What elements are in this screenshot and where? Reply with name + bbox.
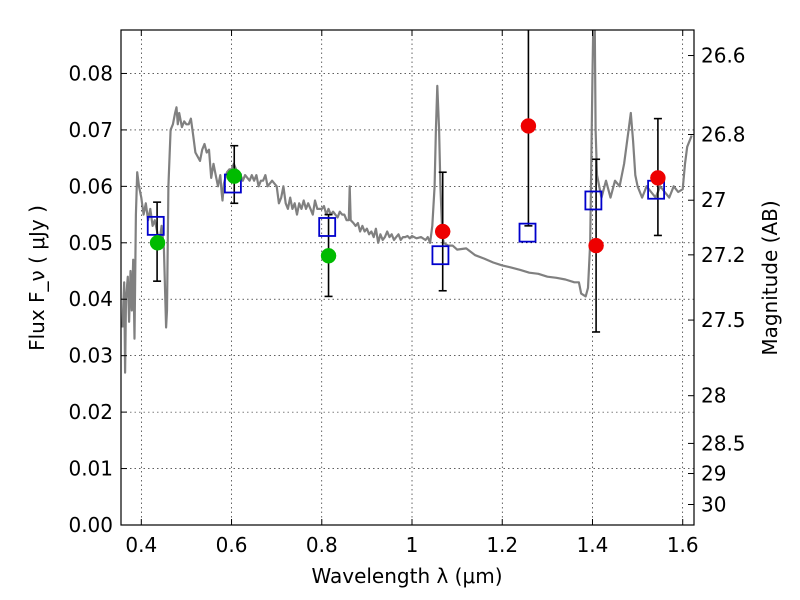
y-tick-label: 0.02 <box>68 400 113 424</box>
model-photometry-square <box>146 215 165 236</box>
y2-tick-label: 26.6 <box>701 44 746 68</box>
y2-axis: 26.6 26.8 27 27.2 27.5 28 28.5 29 30 <box>688 44 746 517</box>
x-axis-label: Wavelength λ (μm) <box>311 564 502 588</box>
plot-area <box>121 30 693 374</box>
y-axis: 0.00 0.01 0.02 0.03 0.04 0.05 0.06 0.07 0.08 <box>68 61 127 537</box>
x-tick-label: 1.4 <box>577 533 609 557</box>
model-photometry-square <box>318 217 337 237</box>
model-spectrum-line <box>121 30 693 374</box>
x-tick-label: 0.4 <box>125 533 157 557</box>
y2-tick-label: 27 <box>701 188 726 212</box>
model-photometry-square <box>518 222 537 243</box>
y-tick-label: 0.00 <box>68 513 113 537</box>
x-axis: 0.4 0.6 0.8 1 1.2 1.4 1.6 <box>125 30 699 557</box>
observed-flux-point <box>588 237 604 254</box>
y-tick-label: 0.05 <box>68 231 113 255</box>
model-photometry-square <box>584 190 603 211</box>
y-axis-label: Flux F_ν ( μJy ) <box>25 205 49 351</box>
y-tick-label: 0.08 <box>68 61 113 85</box>
x-tick-label: 1.2 <box>486 533 518 557</box>
y2-tick-label: 28 <box>701 384 726 408</box>
x-tick-label: 0.6 <box>216 533 248 557</box>
y2-tick-label: 27.5 <box>701 308 746 332</box>
observed-flux-point <box>434 223 451 240</box>
y2-axis-label: Magnitude (AB) <box>758 200 782 355</box>
observed-flux-point <box>650 170 666 186</box>
y2-tick-label: 27.2 <box>701 243 746 267</box>
observed-flux-point <box>520 118 537 134</box>
model-photometry-square <box>431 245 450 266</box>
y-tick-label: 0.04 <box>68 287 113 311</box>
y2-tick-label: 29 <box>701 462 726 486</box>
y-tick-label: 0.03 <box>68 344 113 368</box>
x-tick-label: 1 <box>406 533 419 557</box>
observed-flux-point <box>149 235 166 251</box>
y2-tick-label: 26.8 <box>701 123 746 147</box>
y2-tick-label: 28.5 <box>701 431 746 455</box>
x-tick-label: 1.6 <box>667 533 699 557</box>
observed-flux-point <box>226 168 242 184</box>
y-tick-label: 0.01 <box>68 457 113 481</box>
plot-frame <box>120 29 695 526</box>
observed-flux-point <box>320 248 337 264</box>
x-tick-label: 0.8 <box>306 533 338 557</box>
y2-tick-label: 30 <box>701 493 726 517</box>
y-tick-label: 0.06 <box>68 174 113 198</box>
y-tick-label: 0.07 <box>68 118 113 142</box>
